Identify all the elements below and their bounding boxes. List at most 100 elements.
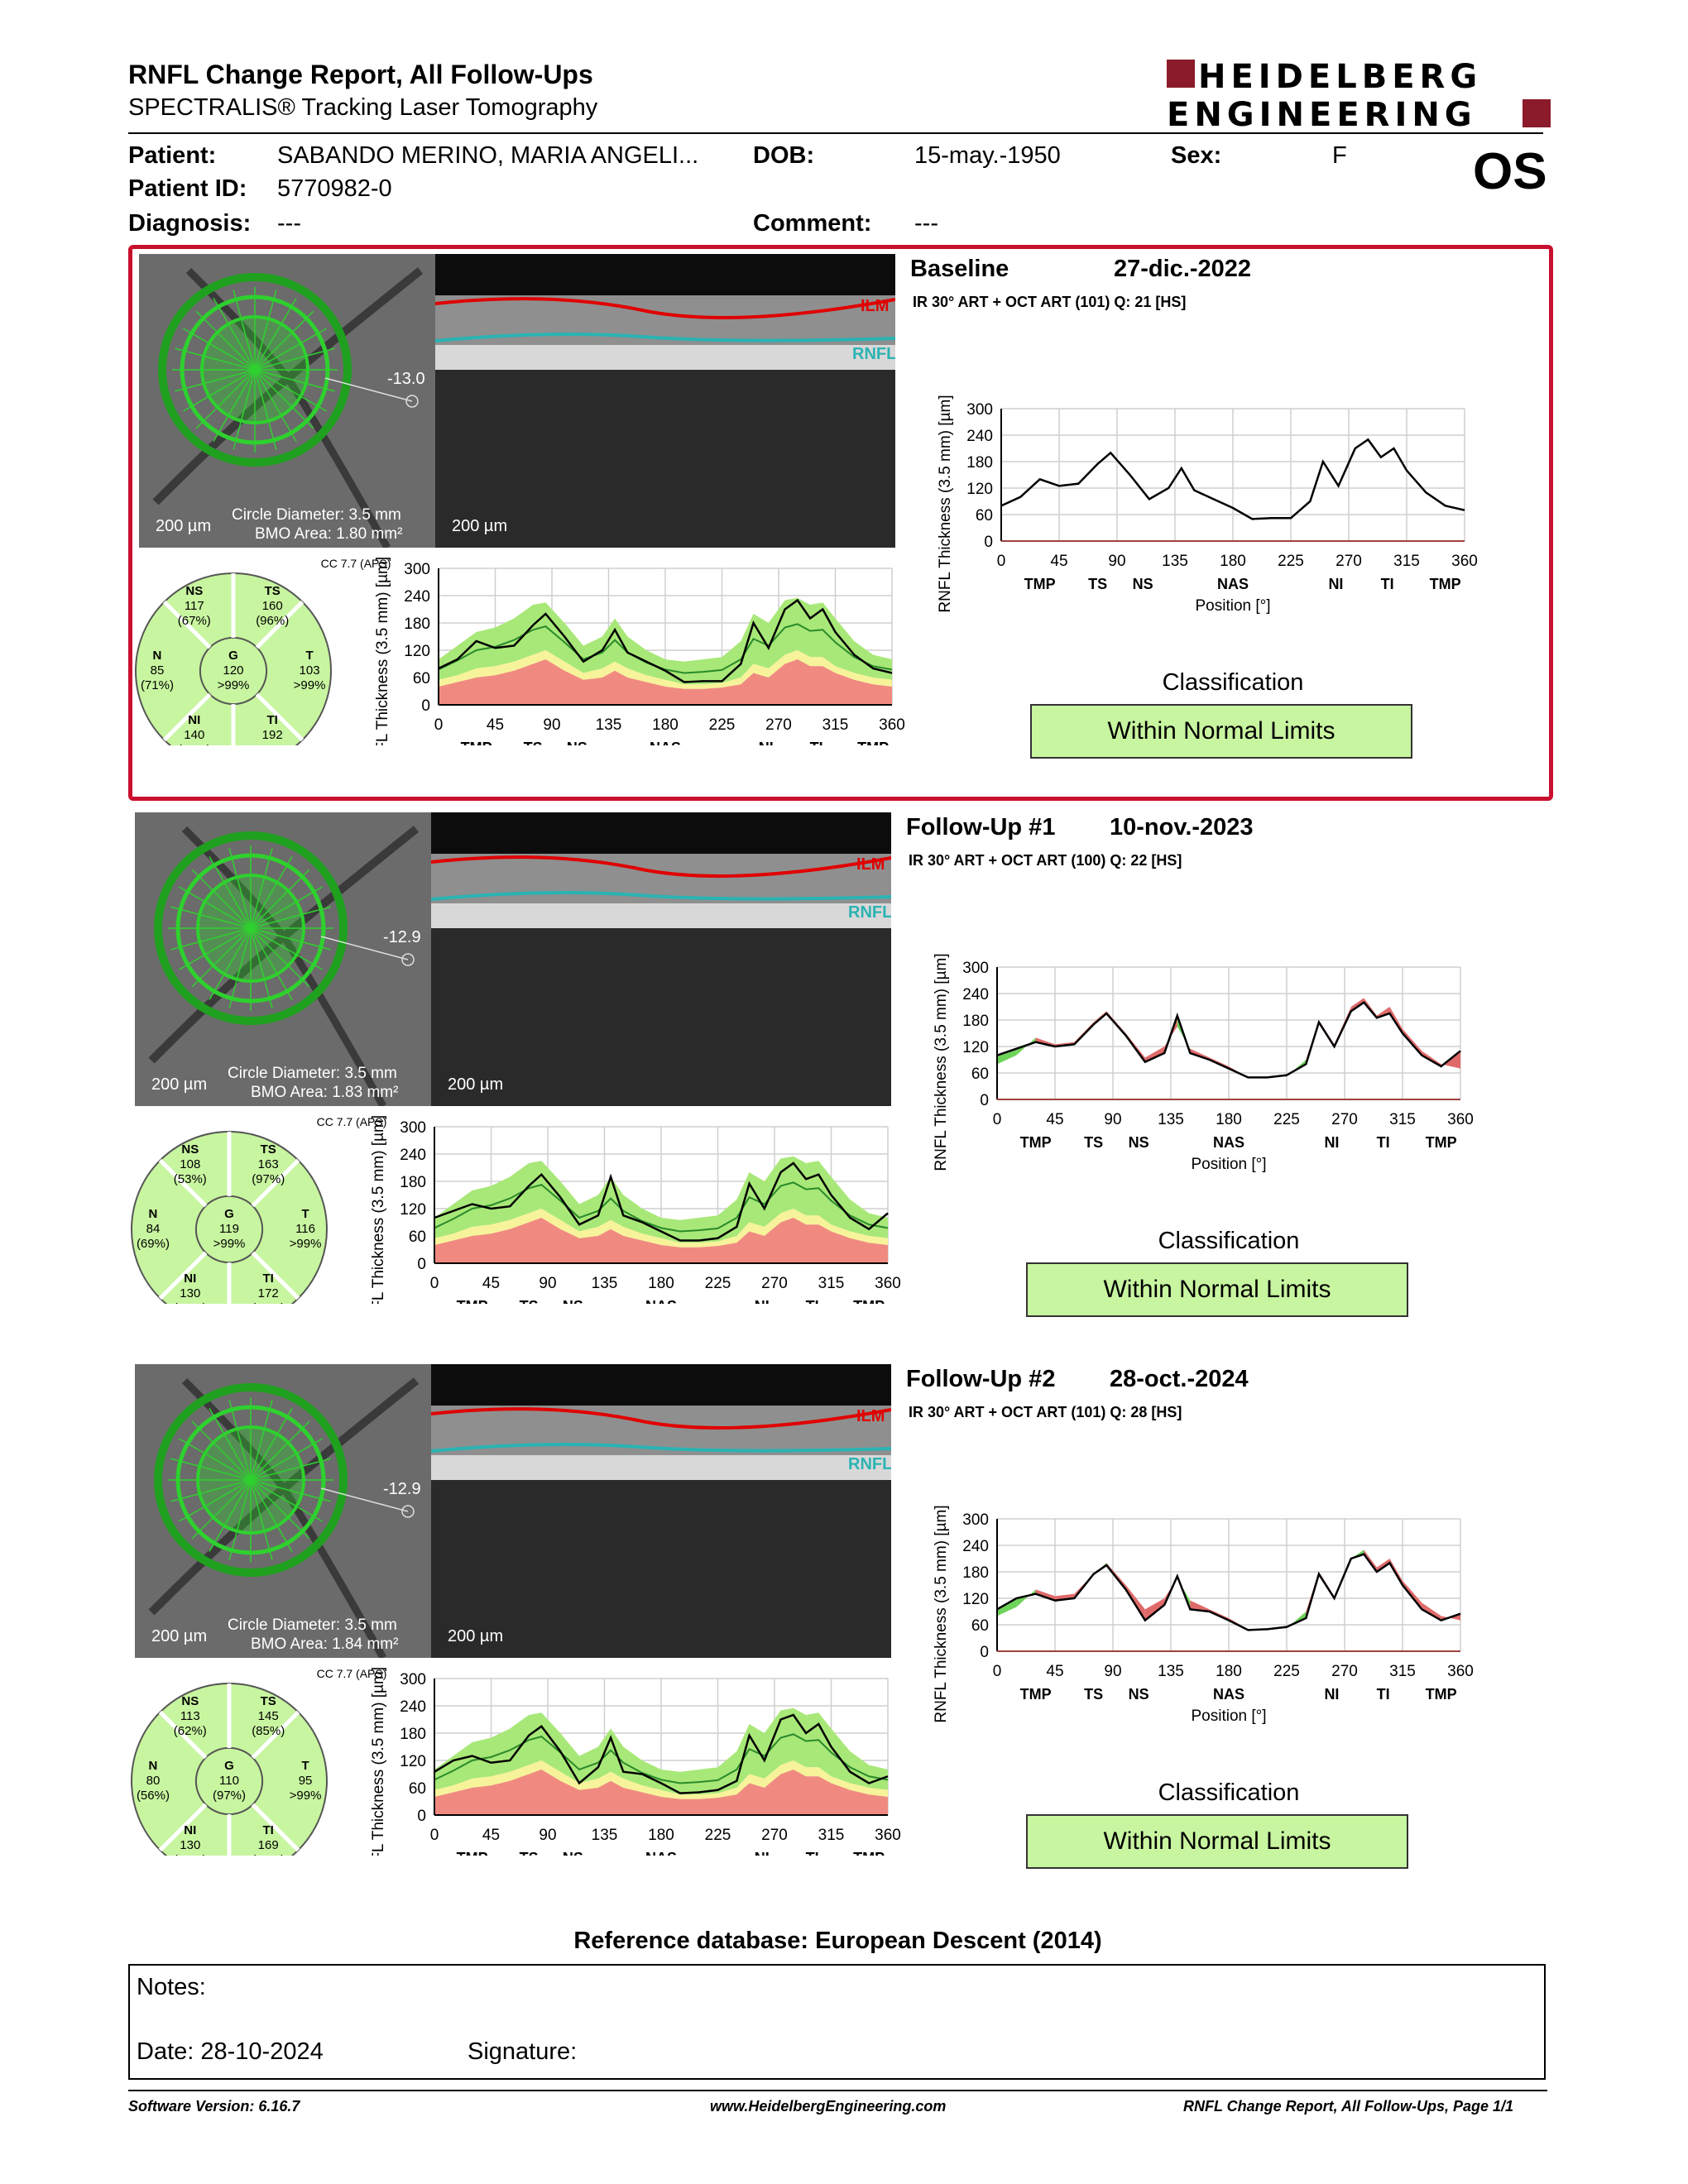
exam-section-1[interactable]: -12.9 200 µm Circle Diameter: 3.5 mm BMO Ar…	[128, 807, 1553, 1337]
bmo-area: BMO Area: 1.80 mm²	[255, 525, 403, 543]
classification-label: Classification	[1162, 669, 1304, 696]
footer-page: RNFL Change Report, All Follow-Ups, Page…	[1183, 2098, 1514, 2115]
fundus-graphic	[139, 254, 437, 548]
region-label: TMP	[853, 1298, 885, 1304]
region-label: NAS	[650, 740, 681, 745]
region-label: TS	[1084, 1686, 1103, 1703]
change-area	[1035, 1037, 1055, 1046]
report-subtitle: SPECTRALIS® Tracking Laser Tomography	[128, 94, 598, 121]
date-label: Date: 28-10-2024	[137, 2038, 324, 2065]
sector-percent-ti: >99%	[257, 743, 289, 745]
sector-name-ni: NI	[184, 1272, 196, 1286]
diagnosis-value: ---	[277, 210, 301, 237]
oct-bscan: ILM RNFL 200 µm	[431, 1364, 891, 1658]
x-tick-label: 225	[705, 1827, 731, 1844]
sector-divider	[251, 1158, 300, 1208]
exam-name: Follow-Up #1	[906, 814, 1056, 841]
region-label: NI	[755, 1850, 770, 1856]
dob-label: DOB:	[753, 142, 815, 169]
rnfl-label: RNFL	[848, 1455, 891, 1473]
y-tick-label: 0	[417, 1808, 426, 1825]
bscan-graphic	[431, 854, 891, 1106]
radial-scan	[250, 856, 293, 929]
y-tick-label: 300	[404, 561, 430, 578]
sector-name-ts: TS	[261, 1694, 276, 1708]
sector-name-ns: NS	[185, 584, 203, 598]
radial-scan	[254, 369, 277, 450]
radial-scan	[228, 848, 252, 929]
radial-scan	[250, 869, 310, 929]
region-label: NS	[563, 1850, 583, 1856]
y-axis-title: RNFL Thickness (3.5 mm) [µm]	[933, 953, 950, 1171]
x-tick-label: 270	[1331, 1111, 1358, 1128]
radial-scan	[250, 1408, 293, 1481]
sector-value-t: 103	[300, 663, 320, 678]
x-tick-label: 45	[487, 716, 504, 734]
notes-box[interactable]: Notes: Date: 28-10-2024 Signature:	[128, 1964, 1546, 2080]
sector-value-ni: 130	[180, 1838, 200, 1852]
radial-scan	[250, 886, 323, 929]
sector-value-ni: 140	[184, 728, 204, 742]
exam-section-2[interactable]: -12.9 200 µm Circle Diameter: 3.5 mm BMO Ar…	[128, 1359, 1553, 1889]
sector-value-g: 119	[219, 1222, 239, 1236]
x-tick-label: 45	[1050, 553, 1067, 570]
x-tick-label: 135	[1162, 553, 1188, 570]
region-label: TI	[1381, 576, 1394, 592]
sector-percent-ts: (96%)	[256, 614, 289, 628]
classification-result: Within Normal Limits	[1026, 1814, 1408, 1869]
exam-section-0[interactable]: -13.0 200 µm Circle Diameter: 3.5 mm BMO Ar…	[128, 245, 1553, 801]
x-tick-label: 180	[652, 716, 679, 734]
classification-label: Classification	[1158, 1228, 1300, 1254]
x-tick-label: 360	[1447, 1663, 1474, 1680]
radial-scan	[250, 1479, 273, 1560]
radial-scan	[254, 369, 297, 442]
fundus-graphic	[135, 812, 433, 1106]
radial-scan	[250, 1458, 331, 1481]
thickness-line	[434, 1713, 889, 1794]
footer-rule	[128, 2090, 1547, 2091]
sector-value-t: 95	[299, 1774, 313, 1788]
y-tick-label: 0	[417, 1256, 426, 1273]
sector-percent-g: (97%)	[213, 1789, 246, 1803]
sector-percent-t: >99%	[290, 1237, 322, 1251]
sector-divider	[158, 1158, 208, 1208]
region-label: NI	[755, 1298, 770, 1304]
radial-scan	[213, 298, 256, 371]
change-area	[997, 1048, 1017, 1065]
sector-name-t: T	[301, 1207, 309, 1221]
y-tick-label: 0	[984, 534, 993, 551]
sector-percent-ti: (96%)	[252, 1301, 285, 1304]
x-axis-title: Position [°]	[1191, 1156, 1266, 1173]
x-tick-label: 0	[997, 553, 1006, 570]
radial-scan	[191, 869, 252, 929]
sector-percent-n: (71%)	[141, 678, 174, 692]
y-tick-label: 180	[966, 454, 993, 472]
y-axis-title: RNFL Thickness (3.5 mm) [µm]	[937, 395, 954, 612]
sector-name-ns: NS	[181, 1142, 199, 1157]
x-tick-label: 360	[1451, 553, 1478, 570]
ilm-line	[431, 855, 891, 878]
region-label: NS	[1129, 1686, 1149, 1703]
y-tick-label: 60	[409, 1228, 426, 1246]
angle-line	[320, 936, 409, 960]
fovea-angle: -12.9	[383, 1480, 421, 1498]
radial-scan	[250, 927, 323, 970]
exam-name: Baseline	[910, 256, 1009, 282]
y-axis-title: RNFL Thickness (3.5 mm) [µm]	[370, 1115, 387, 1304]
radial-scan	[254, 310, 314, 371]
report-title: RNFL Change Report, All Follow-Ups	[128, 60, 593, 89]
region-label: TS	[520, 1298, 539, 1304]
radial-scan	[254, 290, 277, 371]
region-label: NS	[1133, 576, 1153, 592]
sector-name-t: T	[305, 649, 313, 663]
y-tick-label: 240	[400, 1698, 426, 1716]
x-tick-label: 0	[430, 1275, 439, 1292]
sector-percent-t: >99%	[294, 678, 326, 692]
y-tick-label: 300	[400, 1671, 426, 1688]
rnfl-label: RNFL	[852, 345, 895, 363]
footer-url[interactable]: www.HeidelbergEngineering.com	[710, 2098, 947, 2115]
fundus-scale-bar: 200 µm	[156, 517, 212, 535]
change-area	[1287, 1060, 1307, 1077]
change-area	[1144, 1046, 1165, 1062]
x-tick-label: 135	[1158, 1663, 1184, 1680]
